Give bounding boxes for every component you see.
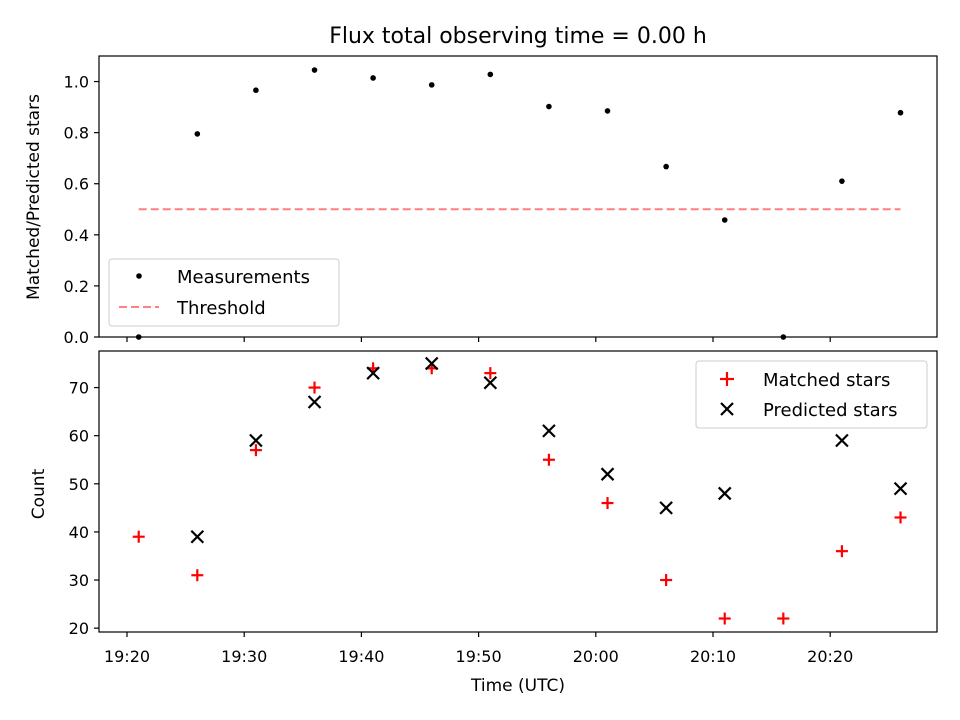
legend-matched-label: Matched stars	[763, 370, 890, 391]
ratio-plot-frame	[98, 55, 938, 338]
count-x-tick-label: 20:20	[807, 647, 853, 666]
legend-measurements-label: Measurements	[177, 267, 310, 288]
predicted-stars-point	[249, 433, 263, 448]
predicted-stars-point	[366, 366, 380, 380]
predicted-stars-point	[542, 424, 556, 438]
ratio-legend: Measurements Threshold	[108, 258, 340, 327]
predicted-stars-point	[835, 433, 849, 448]
matched-stars-point	[718, 612, 731, 625]
matched-stars-point	[308, 381, 321, 394]
count-panel: 20 30 40 50 60 70 19:20 19:30 19:40 19:50 20:00 20…	[29, 350, 938, 696]
matched-stars-point	[249, 444, 262, 457]
measurement-point	[721, 217, 728, 223]
ratio-y-tick-label: 0.4	[64, 226, 89, 245]
count-legend-box	[695, 360, 928, 429]
measurement-point	[546, 103, 552, 110]
count-x-ticks: 19:20 19:30 19:40 19:50 20:00 20:10 20:20	[104, 632, 853, 666]
ratio-legend-box	[108, 258, 340, 327]
predicted-stars-point	[717, 486, 732, 501]
measurement-point	[428, 82, 435, 88]
count-y-tick-label: 40	[69, 523, 89, 542]
ratio-y-tick-label: 1.0	[64, 73, 89, 92]
count-x-tick-label: 20:10	[690, 647, 736, 666]
count-plot-frame	[98, 350, 938, 633]
count-x-tick-label: 19:40	[338, 647, 384, 666]
count-y-tick-label: 50	[69, 475, 89, 494]
ratio-x-ticks	[126, 337, 831, 342]
count-y-tick-label: 20	[69, 619, 89, 638]
ratio-y-axis-label: Matched/Predicted stars	[24, 94, 44, 300]
count-x-tick-label: 19:30	[221, 647, 267, 666]
measurement-point	[253, 87, 259, 94]
measurement-points	[135, 67, 904, 340]
count-legend: Matched stars Predicted stars	[695, 360, 928, 429]
legend-measurements-marker	[136, 273, 142, 279]
matched-stars-point	[601, 497, 614, 510]
measurement-point	[897, 109, 904, 116]
ratio-y-tick-label: 0.6	[64, 175, 89, 194]
chart-title: Flux total observing time = 0.00 h	[329, 24, 707, 49]
x-axis-label: Time (UTC)	[470, 676, 565, 696]
predicted-stars-point	[307, 395, 322, 409]
measurement-point	[194, 131, 201, 137]
measurement-point	[311, 67, 318, 73]
matched-stars-point	[484, 367, 497, 380]
count-y-axis-label: Count	[29, 468, 49, 519]
measurement-point	[370, 75, 376, 81]
legend-matched-marker	[720, 372, 734, 386]
matched-stars-point	[894, 511, 907, 524]
ratio-y-tick-label: 0.2	[64, 277, 89, 296]
measurement-point	[487, 71, 494, 78]
measurement-point	[604, 108, 611, 114]
ratio-y-tick-label: 0.8	[64, 124, 89, 143]
matched-stars-point	[660, 574, 673, 587]
matched-stars-point	[542, 453, 555, 466]
predicted-stars-point	[659, 501, 673, 515]
count-y-tick-label: 70	[69, 379, 89, 398]
legend-threshold-label: Threshold	[176, 298, 266, 319]
count-x-tick-label: 19:50	[456, 647, 502, 666]
ratio-y-ticks: 0.0 0.2 0.4 0.6 0.8 1.0	[64, 73, 99, 347]
count-x-tick-label: 19:20	[104, 647, 150, 666]
predicted-stars-point	[424, 356, 439, 371]
ratio-panel: 0.0 0.2 0.4 0.6 0.8 1.0 Matched/Predicted sta…	[24, 55, 938, 347]
measurement-point	[663, 163, 669, 170]
count-y-tick-label: 60	[69, 427, 89, 446]
predicted-stars-point	[893, 481, 908, 496]
matched-stars-point	[191, 569, 204, 582]
count-y-ticks: 20 30 40 50 60 70	[69, 379, 99, 638]
matched-stars-point	[132, 530, 145, 543]
matched-stars-point	[777, 612, 790, 625]
measurement-point	[839, 178, 845, 184]
matched-stars-point	[835, 545, 848, 558]
count-points	[132, 356, 908, 625]
predicted-stars-point	[190, 529, 205, 544]
ratio-y-tick-label: 0.0	[64, 328, 89, 347]
count-x-tick-label: 20:00	[573, 647, 619, 666]
legend-predicted-label: Predicted stars	[763, 400, 897, 421]
predicted-stars-point	[483, 375, 498, 390]
count-y-tick-label: 30	[69, 571, 89, 590]
legend-predicted-marker	[720, 402, 734, 416]
predicted-stars-point	[600, 467, 615, 481]
